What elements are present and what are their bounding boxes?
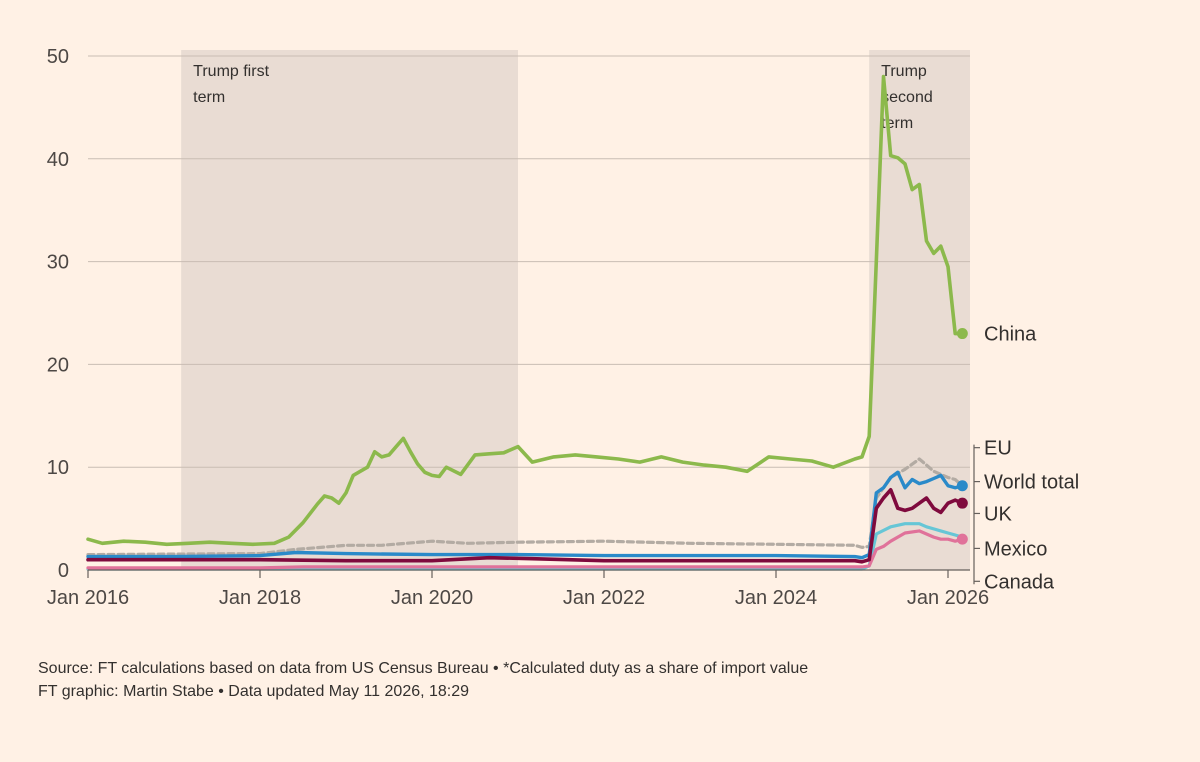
footer: Source: FT calculations based on data fr…: [38, 657, 808, 703]
series-lines: [86, 74, 968, 571]
series-line-eu: [86, 457, 964, 557]
series-line-mexico: [86, 529, 964, 570]
end-label-canada: Canada: [984, 571, 1055, 593]
credit-note: FT graphic: Martin Stabe • Data updated …: [38, 683, 470, 700]
series-end-dot-mexico: [956, 533, 968, 545]
x-tick-label: Jan 2018: [219, 587, 301, 609]
axes: 0 10 20 30 40 50 Jan 2016 Jan 2018 Jan 2020 Jan 2…: [47, 46, 989, 609]
y-tick-label: 30: [47, 252, 69, 274]
source-note: Source: FT calculations based on data fr…: [38, 660, 809, 677]
series-end-dot-china: [956, 328, 968, 340]
period-label-line: second: [881, 89, 933, 106]
gridlines: [88, 55, 970, 468]
shaded-period-1: [181, 50, 518, 570]
y-tick-label: 0: [58, 560, 69, 582]
period-label-line: term: [193, 89, 225, 106]
y-tick-label: 10: [47, 457, 69, 479]
x-tick-label: Jan 2016: [47, 587, 129, 609]
x-tick-label: Jan 2022: [563, 587, 645, 609]
series-line-uk: [86, 488, 965, 564]
end-label-mexico: Mexico: [984, 538, 1047, 560]
x-tick-label: Jan 2020: [391, 587, 473, 609]
end-label-world-total: World total: [984, 472, 1079, 494]
end-label-uk: UK: [984, 503, 1012, 525]
y-tick-label: 50: [47, 46, 69, 68]
series-line-china: [86, 74, 965, 547]
period-label-line: Trump: [881, 63, 927, 80]
series-end-dot-uk: [956, 497, 968, 509]
end-label-eu: EU: [984, 438, 1012, 460]
y-tick-label: 20: [47, 354, 69, 376]
end-labels: China EU World total UK Mexico Canada: [973, 324, 1079, 593]
series-line-canada: [86, 522, 964, 571]
period-label-line: Trump first: [193, 63, 269, 80]
shaded-periods: [181, 50, 970, 570]
series-end-dot-world-total: [956, 480, 968, 492]
y-tick-label: 40: [47, 149, 69, 171]
x-tick-label: Jan 2024: [735, 587, 817, 609]
end-label-china: China: [984, 324, 1037, 346]
x-tick-label: Jan 2026: [907, 587, 989, 609]
